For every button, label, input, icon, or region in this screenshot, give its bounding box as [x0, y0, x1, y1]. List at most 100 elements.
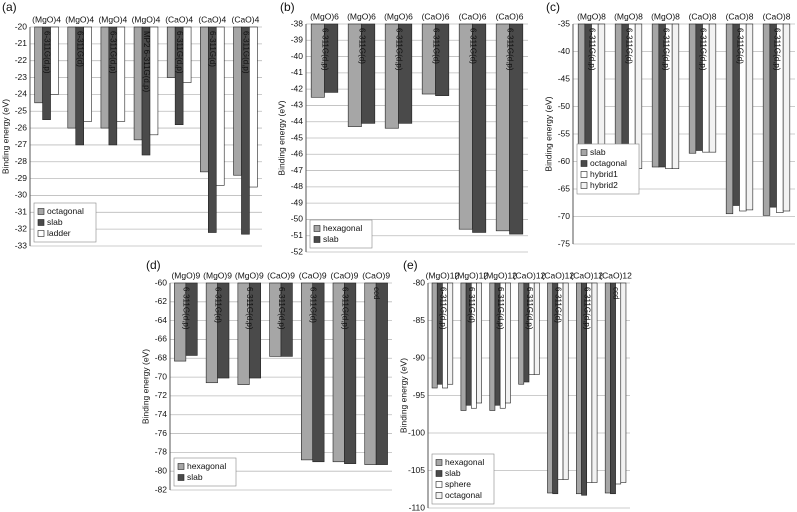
bar [116, 26, 126, 122]
bar [460, 282, 467, 411]
category-label: (MgO)4 [132, 14, 161, 24]
method-label: 6-311G(d,p) [661, 28, 670, 71]
category-label: (MgO)8 [577, 11, 606, 21]
legend-label: ladder [47, 228, 71, 238]
legend-box [576, 143, 640, 195]
bar [361, 23, 376, 124]
legend-swatch [435, 459, 443, 466]
y-tick-label: -45 [558, 73, 571, 83]
bar [604, 282, 611, 494]
y-tick-label: -20 [15, 21, 28, 31]
y-tick-label: -72 [155, 390, 168, 400]
method-label: 6-311G(d) [76, 31, 85, 67]
method-label: 6-311G(d) [468, 28, 477, 64]
y-tick-label: -49 [291, 197, 304, 207]
y-tick-label: -100 [408, 427, 425, 437]
y-tick-label: -24 [15, 89, 28, 99]
panel-label: (c) [546, 0, 560, 14]
method-label: 6-311G(d,p) [698, 28, 707, 71]
method-label: MP2 6-311G(d,p) [142, 31, 151, 93]
bar [375, 282, 388, 465]
y-tick-label: -40 [291, 51, 304, 61]
bar [312, 282, 325, 463]
y-tick-label: -75 [558, 238, 571, 248]
bar [166, 26, 176, 78]
method-label: 6-311G(d,p) [320, 28, 329, 71]
y-tick-label: -48 [291, 181, 304, 191]
category-label: (CaO)6 [459, 11, 487, 21]
legend-swatch [435, 481, 443, 488]
y-tick-label: -74 [155, 409, 168, 419]
bar [489, 282, 496, 411]
bar [620, 282, 627, 483]
bar [435, 23, 450, 96]
bar [610, 282, 616, 495]
bar [50, 26, 59, 95]
bar [708, 23, 717, 153]
y-tick-label: -65 [558, 183, 571, 193]
legend-swatch [580, 171, 588, 178]
y-tick-label: -64 [155, 315, 168, 325]
y-tick-label: -50 [558, 101, 571, 111]
y-tick-label: -70 [558, 211, 571, 221]
category-label: (CaO)8 [726, 11, 754, 21]
category-label: (CaO)4 [231, 14, 259, 24]
legend-label: hexagonal [323, 223, 362, 233]
y-tick-label: -44 [291, 116, 304, 126]
y-tick-label: -45 [291, 132, 304, 142]
bar [149, 26, 159, 136]
category-label: (CaO)4 [198, 14, 226, 24]
bar [447, 282, 454, 385]
y-tick-label: -41 [291, 67, 304, 77]
bar [34, 26, 43, 104]
y-tick-label: -42 [291, 83, 304, 93]
y-axis-label: Binding energy (eV) [0, 99, 10, 174]
y-tick-label: -25 [15, 105, 28, 115]
y-axis-label: Binding energy (eV) [276, 100, 286, 175]
method-label: 6-311G(d,p) [394, 28, 403, 71]
method-label: 6-311G(d,p) [340, 287, 349, 330]
method-label: 6-311G(d,p) [42, 31, 51, 74]
bar [745, 23, 754, 211]
y-tick-label: -80 [155, 465, 168, 475]
bar [597, 23, 606, 157]
category-label: (MgO)4 [98, 14, 127, 24]
category-label: (MgO)12 [483, 270, 517, 280]
y-tick-label: -78 [155, 447, 168, 457]
y-tick-label: -31 [15, 207, 28, 217]
y-tick-label: -66 [155, 334, 168, 344]
legend-swatch [435, 492, 443, 499]
legend-label: sphere [445, 479, 471, 489]
bar [217, 282, 230, 379]
legend-label: slab [47, 217, 63, 227]
bar [533, 282, 540, 375]
bar [200, 26, 209, 173]
method-label: 6-311G(d) [208, 31, 217, 67]
y-tick-label: -35 [558, 18, 571, 28]
legend-swatch [37, 219, 45, 226]
legend-swatch [37, 208, 45, 215]
method-label: 6-311G(d,p) [505, 28, 514, 71]
method-label: 6-311G(d,p) [583, 287, 592, 330]
bar [615, 282, 622, 485]
legend-label: hybrid1 [590, 169, 618, 179]
y-tick-label: -50 [291, 214, 304, 224]
method-label: 6-311G(d,p) [277, 287, 286, 330]
legend-swatch [435, 470, 443, 477]
legend-swatch [580, 149, 588, 156]
y-axis-label: Binding energy (eV) [398, 358, 408, 433]
y-tick-label: -68 [155, 353, 168, 363]
bar [249, 26, 258, 188]
category-label: (MgO)6 [384, 11, 413, 21]
category-label: (CaO)6 [422, 11, 450, 21]
method-label: 6-311G(d) [467, 287, 476, 323]
bar [431, 282, 438, 389]
bar [364, 282, 377, 465]
y-tick-label: -51 [291, 230, 304, 240]
method-label: ccd [372, 287, 381, 299]
y-tick-label: -29 [15, 173, 28, 183]
bar [476, 282, 482, 404]
y-tick-label: -55 [558, 128, 571, 138]
bar [472, 23, 487, 233]
method-label: 6-311G(d,p) [241, 31, 250, 74]
